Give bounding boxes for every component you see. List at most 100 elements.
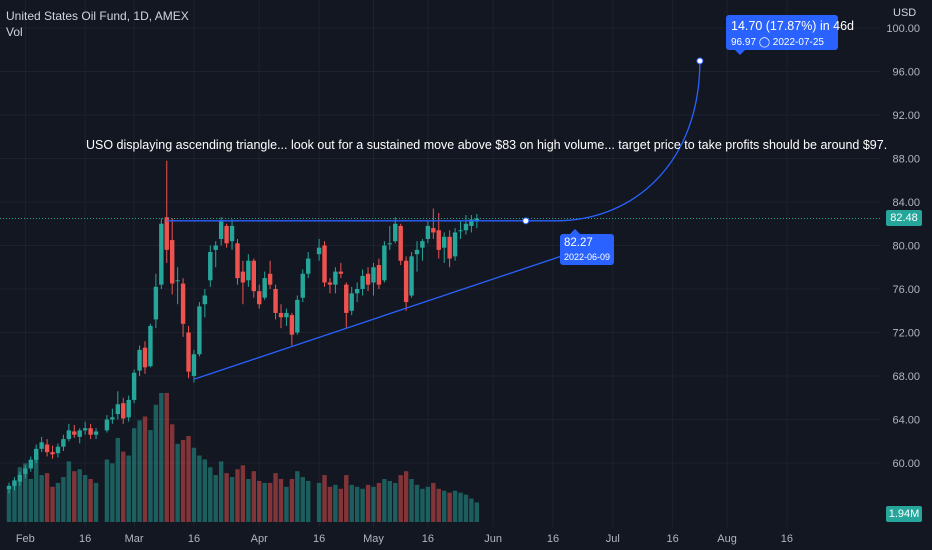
volume-bar bbox=[349, 484, 354, 522]
volume-bar bbox=[93, 482, 99, 522]
measure-target-callout[interactable]: 14.70 (17.87%) in 46d 96.97 ◯ 2022-07-25 bbox=[726, 15, 854, 55]
candle-body bbox=[431, 228, 436, 233]
volume-bar bbox=[365, 484, 371, 522]
candle-body bbox=[44, 444, 50, 453]
volume-bar bbox=[235, 469, 240, 522]
volume-bar bbox=[110, 463, 115, 522]
candle-body bbox=[393, 223, 398, 242]
candle-body bbox=[208, 252, 213, 281]
candle-body bbox=[126, 399, 131, 418]
candle-body bbox=[17, 474, 23, 482]
volume-bar bbox=[267, 482, 273, 522]
volume-bar bbox=[278, 479, 284, 522]
symbol-title[interactable]: United States Oil Fund, 1D, AMEX bbox=[6, 9, 189, 23]
candle-body bbox=[289, 315, 295, 335]
volume-bar bbox=[474, 502, 480, 522]
candle-body bbox=[235, 243, 240, 279]
drawings[interactable] bbox=[166, 57, 704, 380]
y-tick-label: 96.00 bbox=[892, 67, 920, 79]
volume-indicator-label[interactable]: Vol bbox=[6, 25, 23, 39]
last-volume-badge: 1.94M bbox=[886, 506, 922, 522]
volume-bar bbox=[251, 471, 256, 522]
candle-body bbox=[23, 468, 28, 474]
volume-bar bbox=[229, 477, 235, 522]
volume-bar bbox=[77, 469, 82, 522]
y-tick-label: 84.00 bbox=[892, 197, 920, 209]
volume-bar bbox=[295, 471, 300, 522]
candle-body bbox=[186, 332, 191, 372]
volume-bar bbox=[202, 459, 208, 522]
volume-bar bbox=[257, 480, 262, 522]
volume-bar bbox=[306, 480, 311, 522]
y-tick-label: 60.00 bbox=[892, 458, 920, 470]
volume-bar bbox=[403, 471, 409, 522]
candle-body bbox=[436, 230, 441, 250]
volume-bar bbox=[88, 479, 93, 522]
candle-body bbox=[180, 283, 186, 324]
candle-body bbox=[240, 271, 246, 283]
candle-body bbox=[39, 442, 44, 449]
y-tick-label: 92.00 bbox=[892, 110, 920, 122]
support-trendline bbox=[193, 249, 581, 380]
candle-body bbox=[365, 273, 371, 285]
candle-body bbox=[148, 325, 153, 367]
candle-body bbox=[420, 241, 425, 248]
candle-body bbox=[159, 223, 164, 285]
measure-start-callout[interactable]: 82.27 2022-06-09 bbox=[560, 229, 614, 265]
volume-bar bbox=[420, 488, 425, 522]
candle-body bbox=[12, 480, 17, 486]
volume-bar bbox=[360, 488, 365, 522]
candle-body bbox=[170, 240, 175, 284]
candle-body bbox=[229, 225, 235, 242]
price-axis[interactable]: 60.00 64.00 68.00 72.00 76.00 80.00 84.00 88.00… bbox=[886, 23, 920, 470]
x-tick-label: 16 bbox=[781, 533, 793, 545]
volume-bar bbox=[409, 479, 414, 522]
chart-legend: United States Oil Fund, 1D, AMEX Vol bbox=[6, 8, 189, 40]
chart-note-text[interactable]: USO displaying ascending triangle... loo… bbox=[86, 138, 888, 152]
candle-body bbox=[327, 282, 333, 285]
x-tick-label: 16 bbox=[313, 533, 325, 545]
candle-body bbox=[121, 403, 126, 419]
candle-body bbox=[452, 232, 458, 257]
volume-bar bbox=[148, 430, 153, 522]
volume-bar bbox=[333, 484, 338, 522]
volume-bar bbox=[322, 475, 327, 522]
candle-body bbox=[28, 459, 33, 469]
volume-bar bbox=[273, 473, 278, 522]
candle-body bbox=[77, 430, 82, 437]
candle-body bbox=[371, 267, 376, 283]
candle-body bbox=[458, 230, 463, 232]
volume-bar bbox=[82, 475, 88, 522]
volume-bar bbox=[121, 451, 126, 522]
x-tick-label: 16 bbox=[667, 533, 679, 545]
volume-bar bbox=[431, 482, 436, 522]
volume-bar bbox=[115, 437, 120, 522]
candle-body bbox=[295, 299, 300, 333]
candle-body bbox=[93, 431, 99, 435]
volume-bar bbox=[218, 461, 224, 522]
x-tick-label: Jul bbox=[606, 533, 620, 545]
candle-body bbox=[257, 291, 262, 305]
currency-label[interactable]: USD bbox=[893, 7, 917, 19]
volume-bar bbox=[61, 477, 66, 522]
volume-bar bbox=[39, 475, 44, 522]
y-tick-label: 68.00 bbox=[892, 371, 920, 383]
volume-bar bbox=[224, 473, 229, 522]
candle-body bbox=[55, 446, 61, 454]
candle-body bbox=[34, 448, 39, 460]
measure-target-date: 2022-07-25 bbox=[772, 37, 824, 48]
measure-start-date: 2022-06-09 bbox=[564, 252, 611, 262]
volume-bar bbox=[425, 486, 431, 522]
candle-body bbox=[88, 428, 93, 435]
candle-body bbox=[409, 256, 414, 296]
volume-bar bbox=[300, 477, 305, 522]
candle-body bbox=[414, 249, 420, 255]
volume-bar bbox=[44, 473, 50, 522]
candle-body bbox=[142, 347, 148, 368]
time-axis[interactable]: Feb 16 Mar 16 Apr 16 May 16 Jun 16 Jul 16 Aug 16 bbox=[16, 533, 793, 545]
volume-bar bbox=[463, 494, 469, 522]
y-tick-label: 80.00 bbox=[892, 241, 920, 253]
measure-start-price: 82.27 bbox=[564, 237, 593, 249]
volume-bar bbox=[55, 482, 61, 522]
